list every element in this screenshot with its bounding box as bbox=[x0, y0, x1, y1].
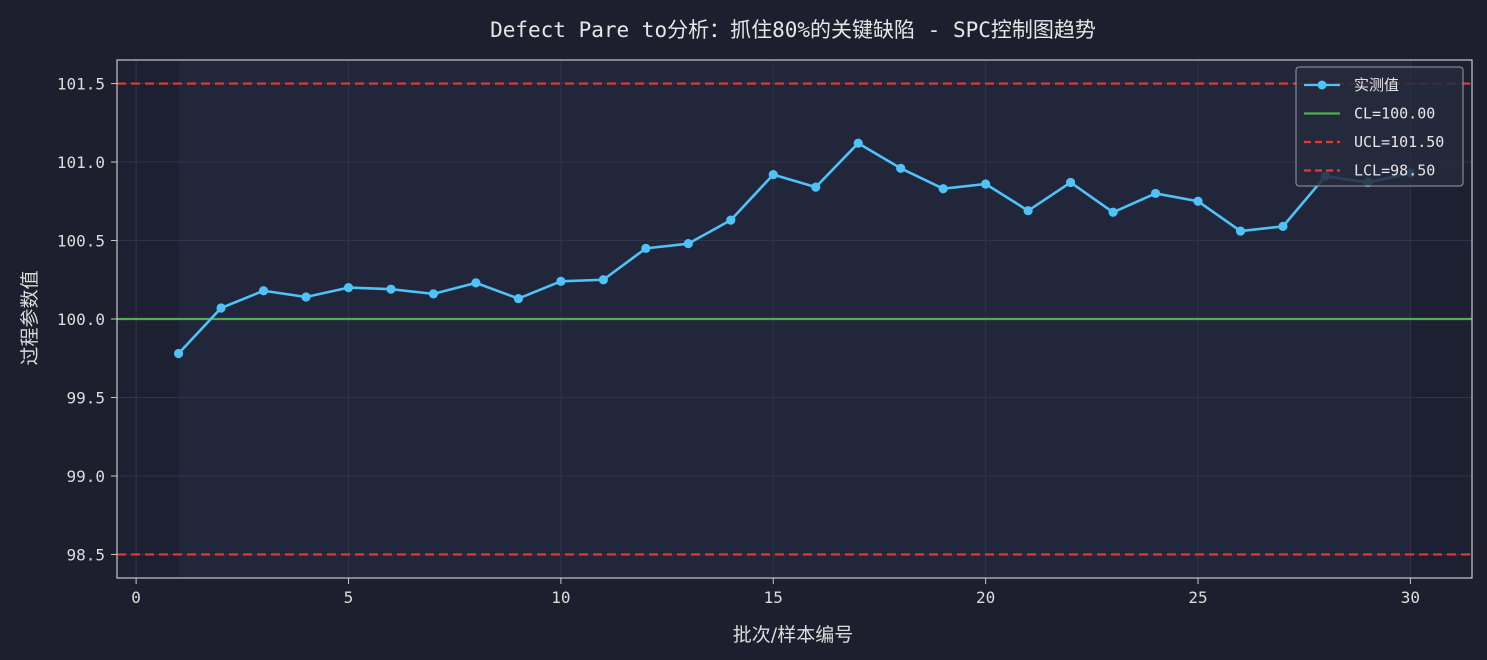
data-point bbox=[173, 348, 184, 359]
data-point bbox=[896, 163, 906, 173]
data-point bbox=[1235, 226, 1246, 236]
data-point bbox=[386, 284, 396, 294]
x-axis-label: 批次/样本编号 bbox=[733, 624, 853, 646]
y-tick-label: 100.0 bbox=[57, 310, 105, 329]
series-line bbox=[177, 141, 1411, 355]
data-point bbox=[768, 169, 778, 180]
data-point bbox=[1023, 206, 1033, 216]
data-point bbox=[1150, 188, 1161, 199]
data-point bbox=[598, 275, 608, 285]
y-tick-label: 99.0 bbox=[66, 467, 105, 486]
data-point bbox=[726, 215, 736, 225]
legend-marker bbox=[1317, 80, 1327, 90]
legend: 实测值 CL=100.00 UCL=101.50 LCL=98.50 bbox=[1295, 66, 1464, 187]
x-tick-label: 0 bbox=[131, 588, 141, 607]
y-axis-label: 过程参数值 bbox=[19, 270, 41, 365]
legend-label: LCL=98.50 bbox=[1354, 162, 1435, 180]
data-point bbox=[258, 286, 269, 296]
legend-box bbox=[1295, 66, 1464, 187]
control-lines bbox=[117, 82, 1472, 556]
data-point bbox=[1108, 207, 1118, 217]
x-tick-label: 20 bbox=[976, 588, 995, 607]
data-point bbox=[1065, 177, 1076, 188]
legend-label: 实测值 bbox=[1354, 76, 1399, 94]
data-point bbox=[301, 292, 311, 302]
data-point bbox=[1278, 221, 1288, 231]
y-axis-ticks: 98.5 99.0 99.5 100.0 100.5 101.0 101.5 bbox=[57, 75, 117, 564]
chart-title: Defect Pare to分析：抓住80%的关键缺陷 - SPC控制图趋势 bbox=[490, 18, 1096, 42]
x-tick-label: 5 bbox=[344, 588, 354, 607]
data-point bbox=[428, 289, 439, 299]
data-point bbox=[513, 293, 524, 304]
data-point bbox=[556, 276, 566, 286]
y-tick-label: 101.0 bbox=[57, 153, 105, 172]
x-tick-label: 10 bbox=[551, 588, 570, 607]
y-tick-label: 98.5 bbox=[66, 545, 105, 564]
x-tick-label: 25 bbox=[1188, 588, 1207, 607]
data-point bbox=[471, 278, 481, 288]
data-point bbox=[981, 179, 991, 189]
x-tick-label: 15 bbox=[764, 588, 783, 607]
data-point bbox=[811, 182, 821, 192]
legend-label: CL=100.00 bbox=[1354, 105, 1435, 123]
data-point bbox=[683, 239, 693, 249]
x-tick-label: 30 bbox=[1401, 588, 1420, 607]
data-point bbox=[343, 283, 354, 293]
data-point bbox=[938, 184, 948, 194]
y-tick-label: 99.5 bbox=[66, 388, 105, 407]
data-point bbox=[641, 243, 651, 253]
data-point bbox=[853, 138, 863, 148]
data-point bbox=[216, 303, 226, 313]
x-axis-ticks: 0 5 10 15 20 25 30 bbox=[131, 578, 1420, 607]
y-tick-label: 100.5 bbox=[57, 232, 105, 251]
y-tick-label: 101.5 bbox=[57, 75, 105, 94]
data-point bbox=[1193, 196, 1203, 206]
legend-label: UCL=101.50 bbox=[1354, 133, 1444, 151]
